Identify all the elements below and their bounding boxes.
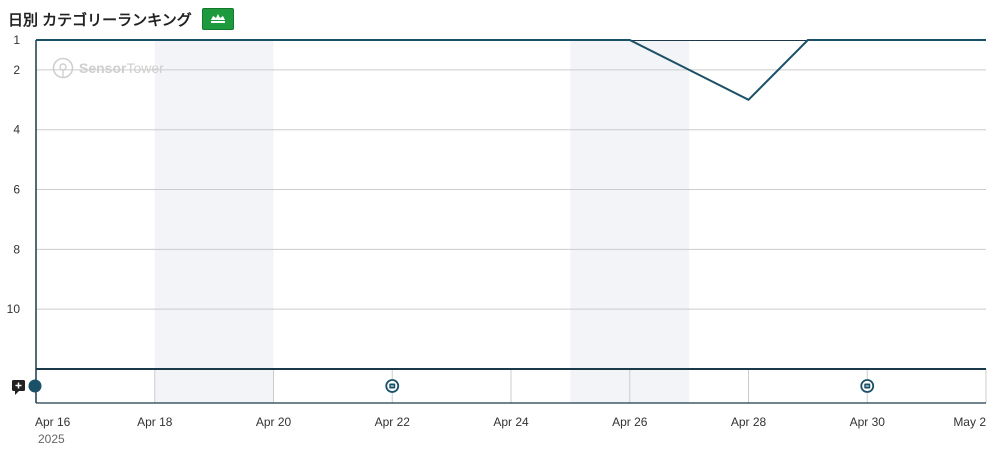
game-controller-icon [201, 8, 234, 30]
y-tick-label-1: 1 [13, 33, 20, 47]
x-tick-label-2025-04-24: Apr 24 [493, 415, 529, 429]
sensor-tower-logo-icon [52, 57, 74, 79]
series-lines [36, 39, 986, 102]
add-comment-icon[interactable] [12, 380, 25, 395]
watermark: SensorTower [52, 57, 164, 79]
year-label: 2025 [38, 432, 65, 446]
x-tick-label-2025-04-30: Apr 30 [850, 415, 886, 429]
y-tick-label-2: 2 [13, 63, 20, 77]
x-tick-label-2025-04-28: Apr 28 [731, 415, 767, 429]
x-axis-labels: Apr 16 Apr 18 Apr 20 Apr 22 Apr 24 Apr 26 Apr … [35, 415, 986, 429]
x-tick-label-2025-04-16: Apr 16 [35, 415, 71, 429]
weekend-band-0 [154, 40, 274, 403]
chart-title: 日別 カテゴリーランキング [8, 11, 192, 29]
y-axis-labels: 1 2 4 6 8 10 [7, 33, 21, 316]
x-tick-label-2025-05-02: May 2 [953, 415, 986, 429]
watermark-brand-light: Tower [126, 60, 164, 76]
app-update-icon[interactable] [860, 379, 875, 393]
y-tick-label-4: 4 [13, 123, 20, 137]
x-tick-label-2025-04-18: Apr 18 [137, 415, 173, 429]
watermark-brand-bold: Sensor [79, 60, 127, 76]
y-tick-label-6: 6 [13, 183, 20, 197]
y-tick-label-10: 10 [7, 302, 21, 316]
x-tick-label-2025-04-26: Apr 26 [612, 415, 648, 429]
app-update-icon[interactable] [385, 379, 400, 393]
series-line-0 [36, 39, 986, 102]
chart-header: 日別 カテゴリーランキング [8, 7, 234, 31]
axes [35, 40, 986, 404]
weekend-band-1 [570, 40, 690, 403]
x-tick-label-2025-04-22: Apr 22 [375, 415, 411, 429]
event-markers [28, 379, 875, 393]
circle-marker-icon[interactable] [28, 379, 42, 393]
svg-text:SensorTower: SensorTower [79, 60, 164, 76]
x-tick-label-2025-04-20: Apr 20 [256, 415, 292, 429]
weekend-bands [154, 40, 690, 403]
y-tick-label-8: 8 [13, 242, 20, 256]
